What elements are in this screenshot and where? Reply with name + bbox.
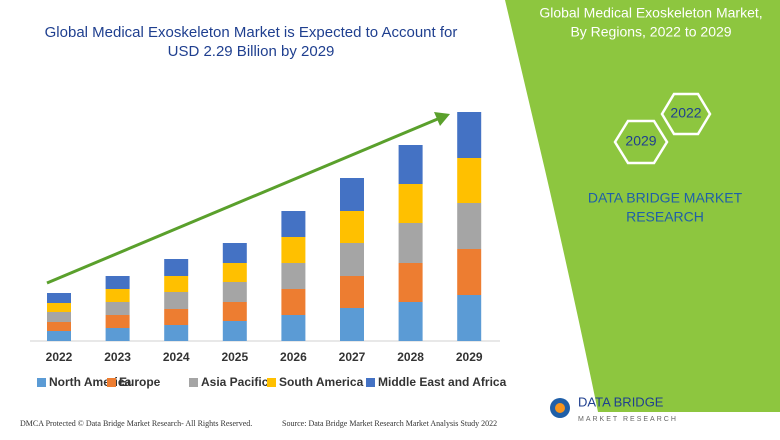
side-title: Global Medical Exoskeleton Market, [539, 5, 762, 21]
bar-segment [457, 295, 482, 341]
bar-segment [340, 178, 364, 211]
x-tick-label: 2029 [456, 350, 483, 364]
legend-swatch [366, 378, 375, 387]
legend-label: Middle East and Africa [378, 375, 507, 389]
bar-segment [222, 263, 247, 282]
x-tick-label: 2026 [280, 350, 307, 364]
bar-segment [105, 315, 130, 328]
bar-segment [281, 211, 306, 237]
arrow-head [434, 112, 450, 126]
hex-label: 2022 [670, 105, 701, 121]
bar-segment [105, 289, 130, 302]
brand-text: DATA BRIDGE MARKET [588, 190, 743, 206]
bar-segment [105, 276, 130, 289]
bar-segment [164, 292, 189, 309]
logo-text: DATA BRIDGE [578, 394, 664, 409]
bar-segment [164, 276, 189, 292]
bar-segment [398, 263, 423, 302]
bar-segment [164, 259, 189, 276]
bar-segment [457, 203, 482, 249]
bar-segment [398, 223, 423, 263]
trend-arrow [46, 116, 441, 285]
bar-segment [281, 263, 306, 289]
bar-segment [222, 243, 247, 263]
bar-segment [281, 315, 306, 341]
bar-segment [340, 243, 364, 276]
bar-segment [105, 302, 130, 315]
bar-segment [105, 328, 130, 341]
brand-text: RESEARCH [626, 209, 704, 225]
chart-title: Global Medical Exoskeleton Market is Exp… [45, 24, 458, 41]
x-tick-label: 2023 [104, 350, 131, 364]
bar-segment [457, 158, 482, 203]
legend-label: Europe [119, 375, 161, 389]
hexagon [613, 119, 669, 165]
logo-icon [555, 403, 565, 413]
bar-segment [457, 112, 482, 158]
legend-swatch [107, 378, 116, 387]
bar-segment [398, 302, 423, 341]
bar-segment [281, 289, 306, 315]
side-title: By Regions, 2022 to 2029 [570, 24, 731, 40]
bar-segment [457, 249, 482, 295]
x-tick-label: 2028 [397, 350, 424, 364]
chart-title: USD 2.29 Billion by 2029 [168, 43, 335, 60]
bar-segment [340, 211, 364, 243]
side-panel-bg [505, 0, 780, 412]
bar-segment [222, 302, 247, 321]
bar-segment [164, 309, 189, 325]
hex-label: 2029 [625, 133, 656, 149]
legend-label: South America [279, 375, 364, 389]
x-tick-label: 2024 [163, 350, 190, 364]
legend-swatch [267, 378, 276, 387]
footer-dmca: DMCA Protected © Data Bridge Market Rese… [20, 419, 252, 428]
x-tick-label: 2022 [46, 350, 73, 364]
footer-source: Source: Data Bridge Market Research Mark… [282, 419, 497, 428]
legend-label: Asia Pacific [201, 375, 269, 389]
bar-segment [47, 322, 71, 331]
hexagon [660, 92, 712, 136]
bar-segment [398, 145, 423, 184]
bar-segment [222, 321, 247, 341]
x-tick-label: 2025 [221, 350, 248, 364]
bar-segment [47, 331, 71, 341]
footer-bg [0, 412, 780, 440]
logo-subtext: MARKET RESEARCH [578, 416, 678, 423]
bar-segment [47, 303, 71, 312]
legend-swatch [37, 378, 46, 387]
bar-segment [398, 184, 423, 223]
bar-segment [164, 325, 189, 341]
bar-segment [281, 237, 306, 263]
legend-swatch [189, 378, 198, 387]
bar-segment [47, 312, 71, 322]
bar-segment [340, 308, 364, 341]
bar-segment [222, 282, 247, 302]
bar-segment [340, 276, 364, 308]
x-tick-label: 2027 [339, 350, 366, 364]
bar-segment [47, 293, 71, 303]
